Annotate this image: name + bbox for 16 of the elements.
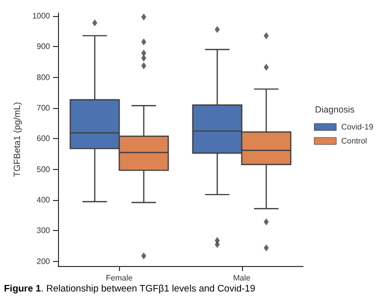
legend-label: Covid-19 [341,122,374,132]
x-tick-label: Male [233,274,251,282]
caption: Figure 1. Relationship between TGFβ1 levels and Covid-19 [4,284,256,294]
y-tick-label: 200 [36,256,51,266]
y-tick-label: 500 [36,164,51,174]
y-axis-title: TGFBeta1 (pg/mL) [12,102,22,178]
y-tick-label: 900 [36,42,51,52]
y-tick-label: 400 [36,196,51,205]
y-tick-label: 800 [36,72,51,82]
y-tick-label: 700 [36,104,51,113]
x-tick-label: Female [106,274,134,282]
y-tick-label: 600 [36,134,51,144]
y-tick-label: 1000 [32,12,51,21]
legend-title: Diagnosis [315,104,356,114]
legend-label: Control [341,136,368,146]
y-tick-label: 300 [36,226,51,236]
